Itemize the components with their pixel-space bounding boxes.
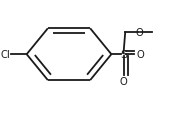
Text: O: O (136, 50, 144, 60)
Text: Cl: Cl (1, 50, 10, 60)
Text: O: O (136, 28, 144, 38)
Text: S: S (120, 50, 127, 60)
Text: O: O (120, 77, 128, 87)
